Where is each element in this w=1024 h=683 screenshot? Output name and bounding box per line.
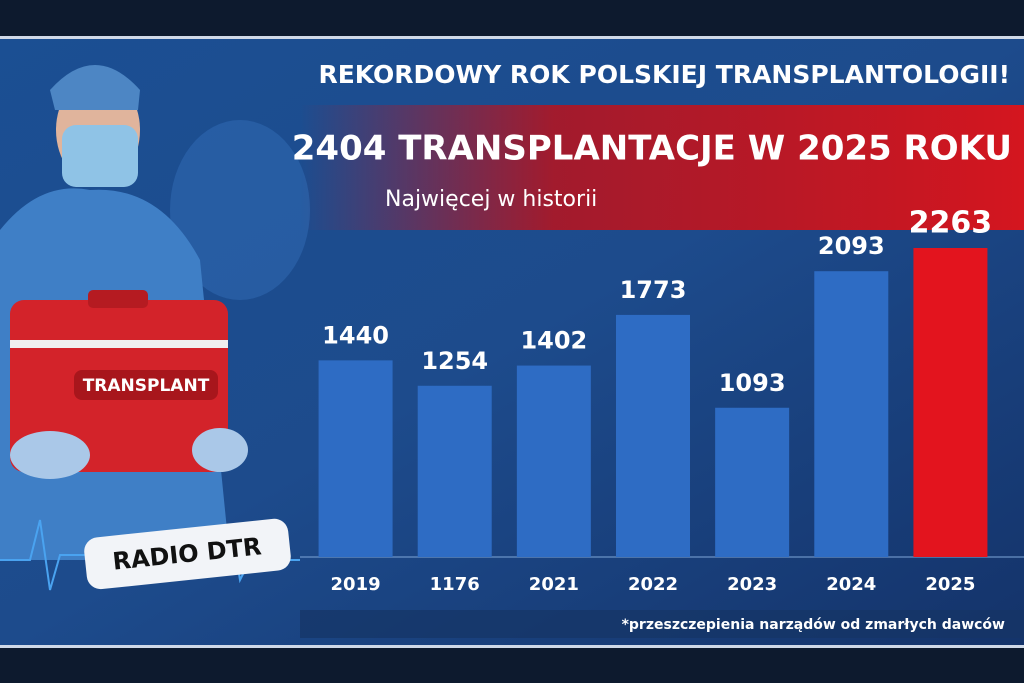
bar [318,360,393,557]
chart-subtitle: 2404 TRANSPLANTACJE W 2025 ROKU [292,129,1012,169]
frame-line [0,36,1024,39]
brand-badge [84,518,291,590]
x-tick-label: 2021 [529,574,579,595]
value-label: 2263 [909,206,993,241]
annotation: Najwięcej w historii [385,187,597,212]
footnote: *przeszczepienia narządów od zmarłych da… [622,617,1005,633]
value-label: 1773 [620,276,687,304]
x-tick-label: 2022 [628,574,678,595]
bar [913,248,988,557]
value-label: 2093 [818,232,885,260]
value-label: 1093 [719,369,786,397]
bar [417,385,492,557]
box-label: TRANSPLANT [83,376,210,396]
bar [616,314,690,557]
value-label: 1440 [322,321,389,349]
x-tick-label: 2019 [331,574,381,595]
x-tick-label: 1176 [430,574,480,595]
frame-line [0,645,1024,648]
x-tick-label: 2025 [925,574,975,595]
doctor-illustration [0,65,310,560]
footnote-bg [300,610,1024,638]
bar [715,407,790,557]
x-tick-label: 2023 [727,574,777,595]
chart-title: REKORDOWY ROK POLSKIEJ TRANSPLANTOLOGII! [318,60,1010,89]
value-label: 1254 [421,347,488,375]
bar [814,271,889,557]
value-label: 1402 [520,327,587,355]
banner [300,105,1024,230]
x-tick-label: 2024 [826,574,876,595]
bar [516,365,591,557]
